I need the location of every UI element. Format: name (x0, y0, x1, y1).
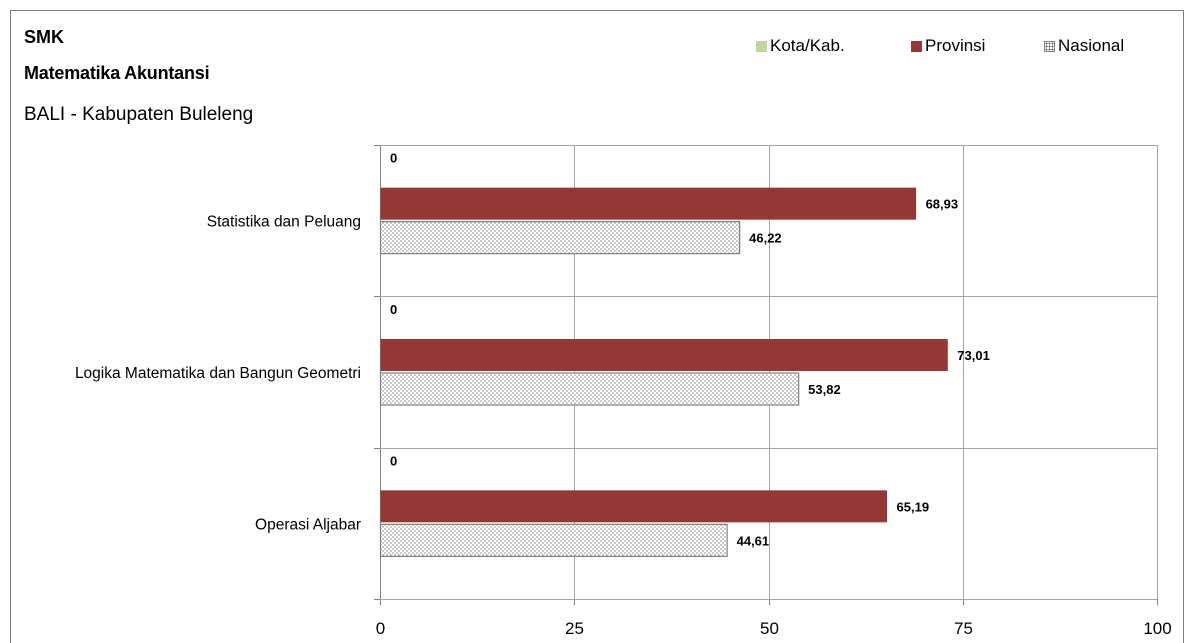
school-level-title: SMK (24, 27, 64, 47)
legend-label-nasional: Nasional (1058, 36, 1125, 55)
data-label: 0 (390, 453, 397, 468)
category-label: Logika Matematika dan Bangun Geometri (75, 365, 361, 382)
legend-swatch-nasional (1044, 40, 1055, 52)
labels-layer: 0 25 50 75 100 Statistika dan Peluang 0 68,93 46… (75, 151, 1172, 638)
bar-provinsi-1 (380, 339, 948, 371)
data-label: 65,19 (897, 499, 930, 514)
region-subtitle: BALI - Kabupaten Buleleng (24, 104, 254, 125)
x-tick-label: 25 (565, 619, 584, 638)
data-label: 46,22 (749, 231, 782, 246)
bar-nasional-0 (379, 221, 741, 255)
data-label: 53,82 (808, 382, 841, 397)
x-tick-label: 50 (760, 619, 779, 638)
legend-item-provinsi: Provinsi (911, 36, 985, 56)
category-label: Operasi Aljabar (255, 516, 361, 533)
legend-swatch-provinsi (911, 40, 922, 52)
category-label: Statistika dan Peluang (207, 214, 361, 231)
legend-label-kota: Kota/Kab. (770, 36, 845, 55)
subject-title: Matematika Akuntansi (24, 63, 210, 83)
x-tick-label: 0 (376, 619, 385, 638)
legend-item-kota: Kota/Kab. (756, 36, 845, 56)
data-label: 0 (390, 302, 397, 317)
bars-layer (379, 187, 948, 557)
data-label: 44,61 (737, 533, 770, 548)
legend-item-nasional: Nasional (1044, 36, 1124, 56)
bar-provinsi-2 (380, 490, 888, 523)
legend-swatch-kota (756, 40, 767, 52)
x-tick-label: 100 (1143, 619, 1171, 638)
data-label: 68,93 (926, 197, 959, 212)
data-label: 73,01 (957, 348, 990, 363)
grid-layer (374, 145, 1158, 605)
bar-provinsi-0 (380, 187, 917, 220)
x-tick-label: 75 (954, 619, 973, 638)
bar-nasional-1 (379, 372, 800, 406)
bar-nasional-2 (379, 523, 728, 557)
legend-label-provinsi: Provinsi (925, 36, 986, 55)
data-label: 0 (390, 151, 397, 166)
